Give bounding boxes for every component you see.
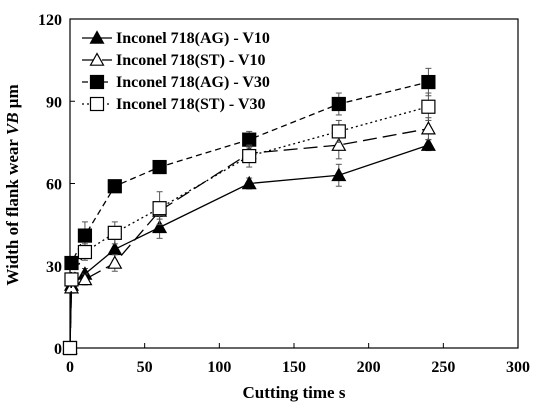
series-line <box>69 81 429 349</box>
y-axis-label-suffix: μm <box>3 84 22 112</box>
legend-entry-2: Inconel 718(ST) - V10 <box>82 52 266 69</box>
y-axis-label-italic: VB <box>3 112 22 135</box>
y-tick-label: 0 <box>54 341 62 358</box>
legend-marker <box>89 52 105 66</box>
data-point <box>107 241 123 256</box>
data-point <box>77 244 93 260</box>
legend-label: Inconel 718(AG) - V10 <box>116 30 270 47</box>
data-point <box>152 201 167 216</box>
y-tick-label: 30 <box>46 259 62 276</box>
y-axis-label-prefix: Width of flank wear <box>3 135 22 286</box>
legend-entry-4: Inconel 718(ST) - V30 <box>82 96 266 113</box>
data-point <box>152 219 168 234</box>
x-tick-label: 150 <box>282 359 306 376</box>
data-point <box>152 159 167 175</box>
legend-marker <box>89 30 105 44</box>
x-tick-label: 200 <box>357 359 381 376</box>
x-tick-label: 250 <box>431 359 455 376</box>
data-point <box>421 74 436 90</box>
data-point <box>420 137 436 151</box>
data-point <box>107 225 122 240</box>
data-point <box>107 179 122 194</box>
data-point <box>241 175 257 190</box>
data-point <box>242 148 257 164</box>
data-point <box>107 255 123 269</box>
data-point <box>64 255 79 271</box>
data-point <box>331 96 346 112</box>
y-axis-label: Width of flank wear VB μm <box>3 84 22 285</box>
series-1 <box>62 137 436 354</box>
x-tick-label: 100 <box>207 359 231 376</box>
data-point <box>331 124 346 139</box>
y-tick-label: 90 <box>46 94 62 111</box>
data-point <box>331 137 347 151</box>
data-point <box>420 120 436 135</box>
legend-entry-1: Inconel 718(AG) - V10 <box>82 30 270 47</box>
legend-marker <box>89 74 105 90</box>
x-tick-label: 50 <box>137 359 153 376</box>
x-tick-label: 0 <box>66 359 74 376</box>
legend-label: Inconel 718(ST) - V10 <box>116 52 266 69</box>
data-point <box>64 272 79 287</box>
y-tick-label: 60 <box>46 177 62 194</box>
x-axis-label: Cutting time s <box>243 383 346 402</box>
legend-entry-3: Inconel 718(AG) - V30 <box>82 74 270 91</box>
legend-label: Inconel 718(ST) - V30 <box>116 96 266 113</box>
series-line <box>69 144 429 349</box>
data-point <box>242 132 257 147</box>
series-group <box>62 67 436 356</box>
data-point <box>77 271 93 286</box>
data-point <box>62 340 78 356</box>
data-point <box>331 167 347 182</box>
series-line <box>69 106 429 349</box>
data-point <box>77 228 93 243</box>
legend-label: Inconel 718(AG) - V30 <box>116 74 270 91</box>
series-4 <box>62 92 436 356</box>
ticks: 0 50 100 150 200 250 300 0 30 60 90 120 <box>38 12 530 376</box>
legend-marker <box>89 96 105 112</box>
x-tick-label: 300 <box>506 359 530 376</box>
legend: Inconel 718(AG) - V10 Inconel 718(ST) - V… <box>82 30 270 113</box>
data-point <box>421 99 436 114</box>
y-tick-label: 120 <box>38 12 62 29</box>
